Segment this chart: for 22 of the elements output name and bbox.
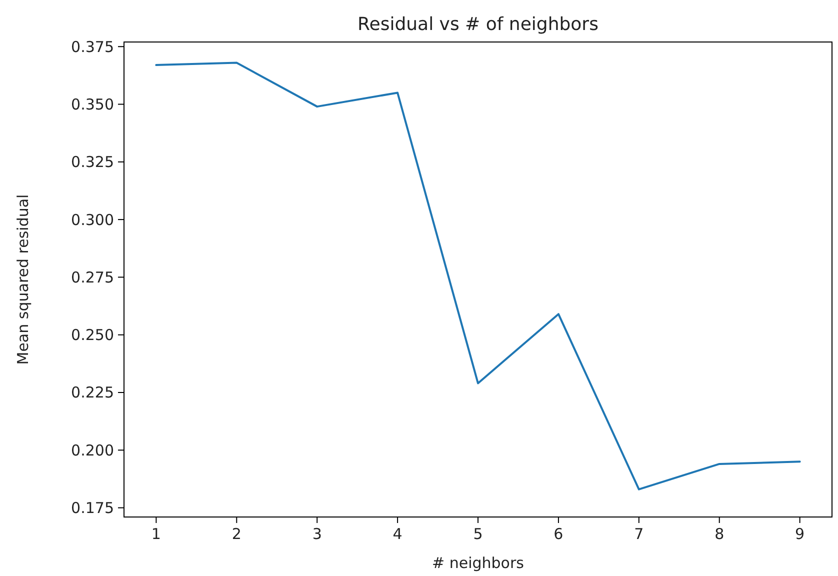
y-tick-label: 0.200 xyxy=(71,441,114,460)
x-axis-title: # neighbors xyxy=(432,554,524,572)
chart-title: Residual vs # of neighbors xyxy=(358,14,598,35)
y-tick-label: 0.225 xyxy=(71,384,114,402)
y-axis-title: Mean squared residual xyxy=(14,194,32,365)
y-tick-label: 0.250 xyxy=(71,326,114,344)
y-tick-label: 0.350 xyxy=(71,96,114,114)
x-tick-label: 7 xyxy=(634,525,644,543)
y-tick-label: 0.375 xyxy=(71,38,114,56)
x-tick-label: 8 xyxy=(714,525,724,543)
y-tick-label: 0.275 xyxy=(71,268,114,286)
x-tick-label: 4 xyxy=(392,525,402,543)
y-tick-label: 0.175 xyxy=(71,499,114,518)
y-tick-label: 0.325 xyxy=(71,153,114,172)
y-tick-label: 0.300 xyxy=(71,210,114,229)
x-tick-label: 5 xyxy=(473,525,483,543)
x-tick-label: 9 xyxy=(795,525,805,543)
x-tick-label: 3 xyxy=(312,525,322,543)
x-tick-label: 2 xyxy=(232,525,242,543)
line-series xyxy=(155,62,801,490)
x-tick-label: 6 xyxy=(554,525,564,543)
x-tick-label: 1 xyxy=(151,525,161,543)
